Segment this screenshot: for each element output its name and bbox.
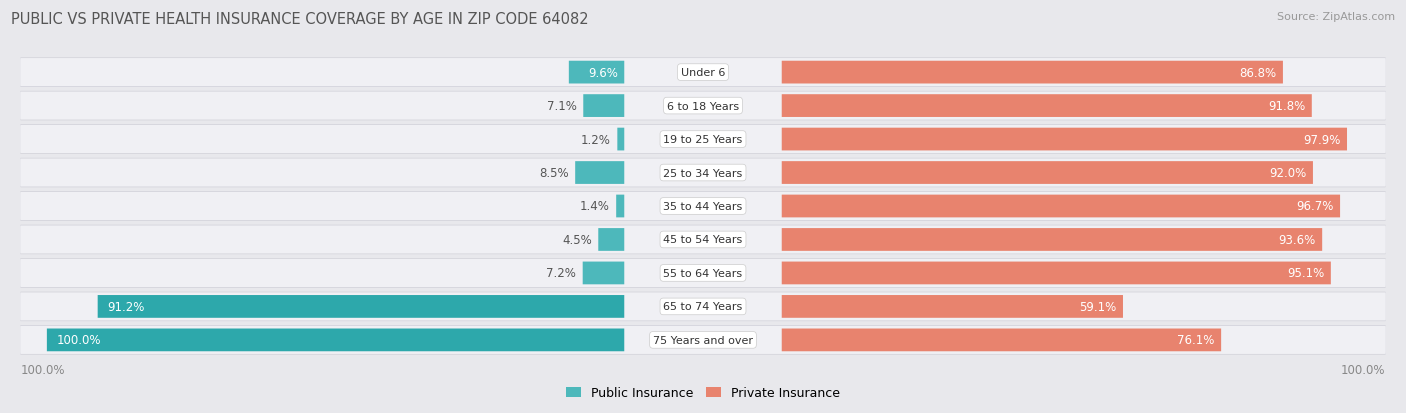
FancyBboxPatch shape — [616, 195, 624, 218]
FancyBboxPatch shape — [582, 262, 624, 285]
Text: 4.5%: 4.5% — [562, 233, 592, 247]
FancyBboxPatch shape — [20, 192, 1386, 221]
FancyBboxPatch shape — [20, 92, 1386, 121]
FancyBboxPatch shape — [20, 159, 1386, 188]
Text: 65 to 74 Years: 65 to 74 Years — [664, 301, 742, 312]
Text: 45 to 54 Years: 45 to 54 Years — [664, 235, 742, 245]
FancyBboxPatch shape — [782, 329, 1222, 351]
Text: 19 to 25 Years: 19 to 25 Years — [664, 135, 742, 145]
FancyBboxPatch shape — [20, 259, 1386, 288]
Text: 86.8%: 86.8% — [1239, 66, 1277, 79]
FancyBboxPatch shape — [782, 128, 1347, 151]
FancyBboxPatch shape — [20, 192, 1386, 221]
FancyBboxPatch shape — [569, 62, 624, 84]
Text: 100.0%: 100.0% — [56, 334, 101, 347]
Text: 7.2%: 7.2% — [547, 267, 576, 280]
FancyBboxPatch shape — [20, 325, 1386, 355]
FancyBboxPatch shape — [583, 95, 624, 118]
FancyBboxPatch shape — [599, 228, 624, 251]
Text: 1.4%: 1.4% — [579, 200, 610, 213]
FancyBboxPatch shape — [782, 262, 1331, 285]
FancyBboxPatch shape — [20, 125, 1386, 154]
Text: Source: ZipAtlas.com: Source: ZipAtlas.com — [1277, 12, 1395, 22]
Text: 76.1%: 76.1% — [1177, 334, 1215, 347]
Text: Under 6: Under 6 — [681, 68, 725, 78]
Text: PUBLIC VS PRIVATE HEALTH INSURANCE COVERAGE BY AGE IN ZIP CODE 64082: PUBLIC VS PRIVATE HEALTH INSURANCE COVER… — [11, 12, 589, 27]
Legend: Public Insurance, Private Insurance: Public Insurance, Private Insurance — [561, 381, 845, 404]
Text: 97.9%: 97.9% — [1303, 133, 1340, 146]
FancyBboxPatch shape — [782, 95, 1312, 118]
Text: 9.6%: 9.6% — [588, 66, 617, 79]
FancyBboxPatch shape — [20, 159, 1386, 187]
FancyBboxPatch shape — [20, 293, 1386, 321]
FancyBboxPatch shape — [46, 329, 624, 351]
Text: 8.5%: 8.5% — [538, 166, 568, 180]
Text: 93.6%: 93.6% — [1278, 233, 1316, 247]
Text: 25 to 34 Years: 25 to 34 Years — [664, 168, 742, 178]
FancyBboxPatch shape — [20, 225, 1386, 254]
Text: 100.0%: 100.0% — [21, 363, 65, 376]
FancyBboxPatch shape — [20, 58, 1386, 88]
Text: 59.1%: 59.1% — [1080, 300, 1116, 313]
FancyBboxPatch shape — [20, 292, 1386, 321]
FancyBboxPatch shape — [782, 228, 1322, 251]
FancyBboxPatch shape — [782, 62, 1282, 84]
Text: 1.2%: 1.2% — [581, 133, 610, 146]
Text: 55 to 64 Years: 55 to 64 Years — [664, 268, 742, 278]
Text: 7.1%: 7.1% — [547, 100, 576, 113]
FancyBboxPatch shape — [20, 226, 1386, 254]
Text: 92.0%: 92.0% — [1270, 166, 1306, 180]
FancyBboxPatch shape — [782, 162, 1313, 185]
Text: 100.0%: 100.0% — [1341, 363, 1385, 376]
Text: 91.2%: 91.2% — [107, 300, 145, 313]
Text: 35 to 44 Years: 35 to 44 Years — [664, 202, 742, 211]
FancyBboxPatch shape — [20, 259, 1386, 287]
Text: 91.8%: 91.8% — [1268, 100, 1305, 113]
Text: 95.1%: 95.1% — [1286, 267, 1324, 280]
FancyBboxPatch shape — [782, 295, 1123, 318]
FancyBboxPatch shape — [617, 128, 624, 151]
FancyBboxPatch shape — [20, 92, 1386, 120]
FancyBboxPatch shape — [782, 195, 1340, 218]
Text: 96.7%: 96.7% — [1296, 200, 1333, 213]
FancyBboxPatch shape — [20, 59, 1386, 87]
Text: 75 Years and over: 75 Years and over — [652, 335, 754, 345]
FancyBboxPatch shape — [20, 326, 1386, 354]
FancyBboxPatch shape — [575, 162, 624, 185]
FancyBboxPatch shape — [20, 126, 1386, 154]
FancyBboxPatch shape — [97, 295, 624, 318]
Text: 6 to 18 Years: 6 to 18 Years — [666, 101, 740, 112]
